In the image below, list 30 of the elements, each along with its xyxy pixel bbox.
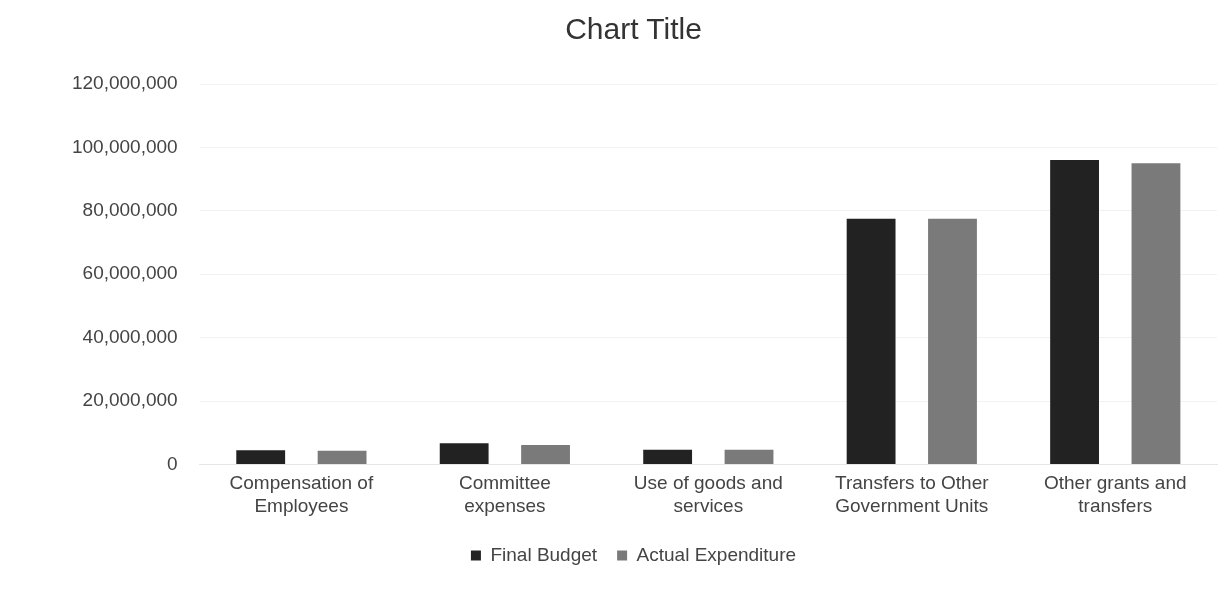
category-label: Other grants and <box>1043 472 1187 494</box>
bar <box>1050 160 1099 464</box>
y-tick-label: 100,000,000 <box>71 135 178 157</box>
bar <box>236 450 286 464</box>
y-tick-label: 20,000,000 <box>82 389 178 411</box>
y-tick-label: 60,000,000 <box>82 262 178 284</box>
bar <box>521 445 570 464</box>
category-label: transfers <box>1078 494 1153 516</box>
y-tick-label: 120,000,000 <box>71 72 178 94</box>
y-tick-label: 40,000,000 <box>82 325 178 347</box>
bar <box>846 218 896 464</box>
bar <box>724 449 774 464</box>
category-label: Employees <box>254 494 349 516</box>
category-label: Compensation of <box>229 472 374 494</box>
category-label: expenses <box>464 494 546 516</box>
y-tick-label: 80,000,000 <box>82 199 178 221</box>
category-label: services <box>673 494 744 516</box>
bar <box>643 449 693 464</box>
bar <box>317 450 367 464</box>
y-tick-label: 0 <box>167 452 178 474</box>
bar <box>1131 163 1181 464</box>
category-label: Government Units <box>835 494 989 516</box>
chart-title: Chart Title <box>565 12 702 46</box>
legend-label: Final Budget <box>490 543 598 565</box>
category-label: Committee <box>458 472 551 494</box>
category-label: Use of goods and <box>633 472 783 494</box>
category-label: Transfers to Other <box>835 472 989 494</box>
legend-label: Actual Expenditure <box>636 543 797 565</box>
bar <box>928 218 977 464</box>
bar <box>439 443 489 464</box>
